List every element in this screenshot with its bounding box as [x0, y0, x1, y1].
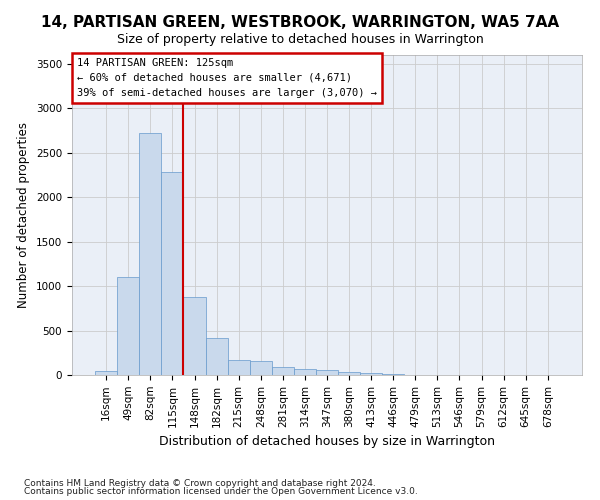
Bar: [294, 369, 316, 375]
Text: 14 PARTISAN GREEN: 125sqm
← 60% of detached houses are smaller (4,671)
39% of se: 14 PARTISAN GREEN: 125sqm ← 60% of detac…: [77, 58, 377, 98]
Bar: [272, 366, 294, 375]
Text: 14, PARTISAN GREEN, WESTBROOK, WARRINGTON, WA5 7AA: 14, PARTISAN GREEN, WESTBROOK, WARRINGTO…: [41, 15, 559, 30]
Text: Contains HM Land Registry data © Crown copyright and database right 2024.: Contains HM Land Registry data © Crown c…: [24, 478, 376, 488]
Text: Contains public sector information licensed under the Open Government Licence v3: Contains public sector information licen…: [24, 487, 418, 496]
Bar: [184, 297, 206, 375]
Bar: [227, 360, 250, 375]
Bar: [161, 172, 184, 375]
Bar: [382, 374, 404, 375]
Bar: [316, 370, 338, 375]
Bar: [360, 373, 382, 375]
Y-axis label: Number of detached properties: Number of detached properties: [17, 122, 31, 308]
X-axis label: Distribution of detached houses by size in Warrington: Distribution of detached houses by size …: [159, 435, 495, 448]
Bar: [117, 277, 139, 375]
Bar: [250, 361, 272, 375]
Bar: [139, 133, 161, 375]
Bar: [338, 372, 360, 375]
Bar: [206, 338, 227, 375]
Bar: [95, 370, 117, 375]
Text: Size of property relative to detached houses in Warrington: Size of property relative to detached ho…: [116, 32, 484, 46]
